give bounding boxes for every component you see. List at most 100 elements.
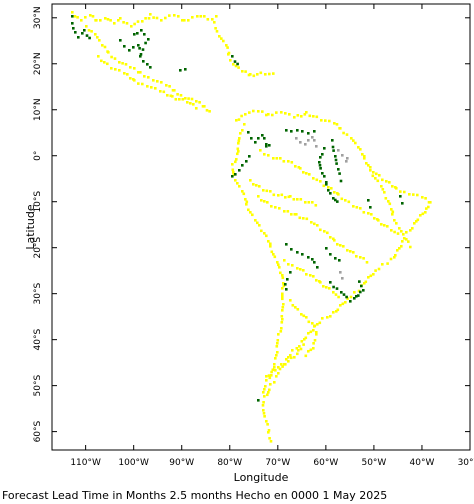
land-cell-yellow (309, 348, 313, 352)
land-cell-yellow (375, 172, 378, 176)
land-cell-yellow (279, 330, 283, 333)
land-cell-yellow (235, 119, 238, 122)
land-cell-yellow (237, 66, 240, 69)
land-cell-yellow (395, 187, 398, 190)
land-cell-yellow (412, 193, 415, 196)
land-cell-yellow (242, 192, 246, 196)
land-cell-yellow (264, 385, 267, 388)
land-cell-yellow (308, 173, 311, 176)
lat-tick-label: 30°N (33, 6, 43, 29)
land-cell-yellow (206, 18, 210, 21)
land-cell-yellow (141, 82, 144, 86)
land-cell-green (334, 155, 337, 158)
land-cell-yellow (381, 263, 384, 266)
land-cell-yellow (232, 173, 236, 177)
land-cell-yellow (330, 187, 333, 190)
land-cell-green (301, 253, 304, 256)
land-cell-yellow (388, 181, 391, 184)
land-cell-gray (313, 139, 316, 142)
land-cell-yellow (278, 207, 281, 210)
land-cell-green (332, 285, 335, 289)
land-cell-yellow (362, 257, 365, 260)
land-cell-yellow (352, 251, 355, 254)
land-cell-yellow (249, 179, 252, 182)
land-cell-yellow (195, 107, 198, 110)
land-cell-green (336, 200, 339, 203)
land-cell-yellow (371, 174, 375, 178)
land-cell-yellow (413, 222, 416, 225)
land-cell-yellow (218, 35, 221, 38)
land-cell-yellow (191, 16, 194, 19)
land-cell-yellow (287, 160, 290, 163)
land-cell-yellow (297, 349, 300, 352)
land-cell-yellow (419, 214, 422, 217)
land-cell-yellow (363, 157, 366, 160)
land-cell-yellow (345, 133, 349, 136)
land-cell-yellow (244, 198, 247, 201)
land-cell-yellow (80, 19, 83, 22)
land-cell-yellow (113, 57, 117, 60)
land-cell-yellow (393, 230, 396, 234)
land-cell-yellow (94, 33, 97, 36)
land-cell-yellow (265, 375, 268, 378)
land-cell-yellow (225, 44, 228, 47)
land-cell-yellow (252, 109, 255, 113)
land-cell-yellow (274, 206, 277, 209)
land-cell-yellow (252, 183, 255, 186)
land-cell-green (119, 39, 122, 42)
land-cell-green (357, 294, 360, 297)
land-cell-yellow (388, 202, 392, 206)
land-cell-yellow (416, 218, 420, 222)
land-cell-yellow (268, 388, 271, 392)
land-cell-gray (304, 143, 307, 146)
land-cell-yellow (398, 247, 401, 250)
land-cell-yellow (241, 129, 244, 132)
land-cell-yellow (429, 201, 432, 204)
land-cell-green (257, 399, 260, 402)
land-cell-yellow (269, 245, 272, 248)
lat-tick-label: 40°S (33, 329, 43, 351)
land-cell-green (285, 288, 288, 291)
land-cell-yellow (73, 15, 77, 18)
land-cell-yellow (146, 85, 149, 88)
land-cell-yellow (346, 297, 349, 300)
land-cell-yellow (269, 190, 272, 193)
land-cell-green (81, 32, 84, 35)
land-cell-yellow (156, 80, 159, 83)
land-cell-yellow (333, 122, 336, 125)
land-cell-yellow (277, 263, 280, 267)
land-cell-gray (337, 149, 340, 152)
land-cell-yellow (147, 17, 151, 20)
land-cell-yellow (274, 357, 277, 360)
land-cell-yellow (363, 282, 366, 285)
land-cell-yellow (280, 363, 283, 366)
land-cell-yellow (232, 63, 235, 66)
land-cell-yellow (258, 224, 261, 227)
land-cell-yellow (282, 160, 286, 163)
land-cell-green (318, 164, 322, 167)
land-cell-yellow (381, 188, 385, 191)
land-cell-yellow (352, 139, 355, 142)
land-cell-yellow (244, 70, 247, 73)
lon-tick-label: 100°W (118, 458, 149, 468)
land-cell-yellow (263, 388, 266, 391)
land-cell-yellow (373, 217, 376, 220)
land-cell-yellow (274, 369, 277, 372)
land-cell-yellow (273, 255, 277, 259)
land-cell-yellow (287, 263, 290, 266)
land-cell-yellow (119, 17, 122, 20)
land-cell-yellow (203, 105, 206, 108)
land-cell-yellow (256, 221, 259, 225)
land-cell-yellow (400, 245, 403, 248)
land-cell-yellow (258, 185, 261, 188)
land-cell-yellow (133, 67, 136, 70)
land-cell-yellow (275, 375, 278, 378)
land-cell-green (321, 153, 324, 156)
land-cell-yellow (363, 155, 366, 158)
land-cell-yellow (287, 195, 291, 199)
land-cell-yellow (76, 16, 79, 19)
land-cell-yellow (349, 250, 352, 253)
land-cell-yellow (298, 345, 301, 348)
y-axis-title: Latitude (24, 204, 37, 250)
land-cell-green (268, 144, 271, 147)
